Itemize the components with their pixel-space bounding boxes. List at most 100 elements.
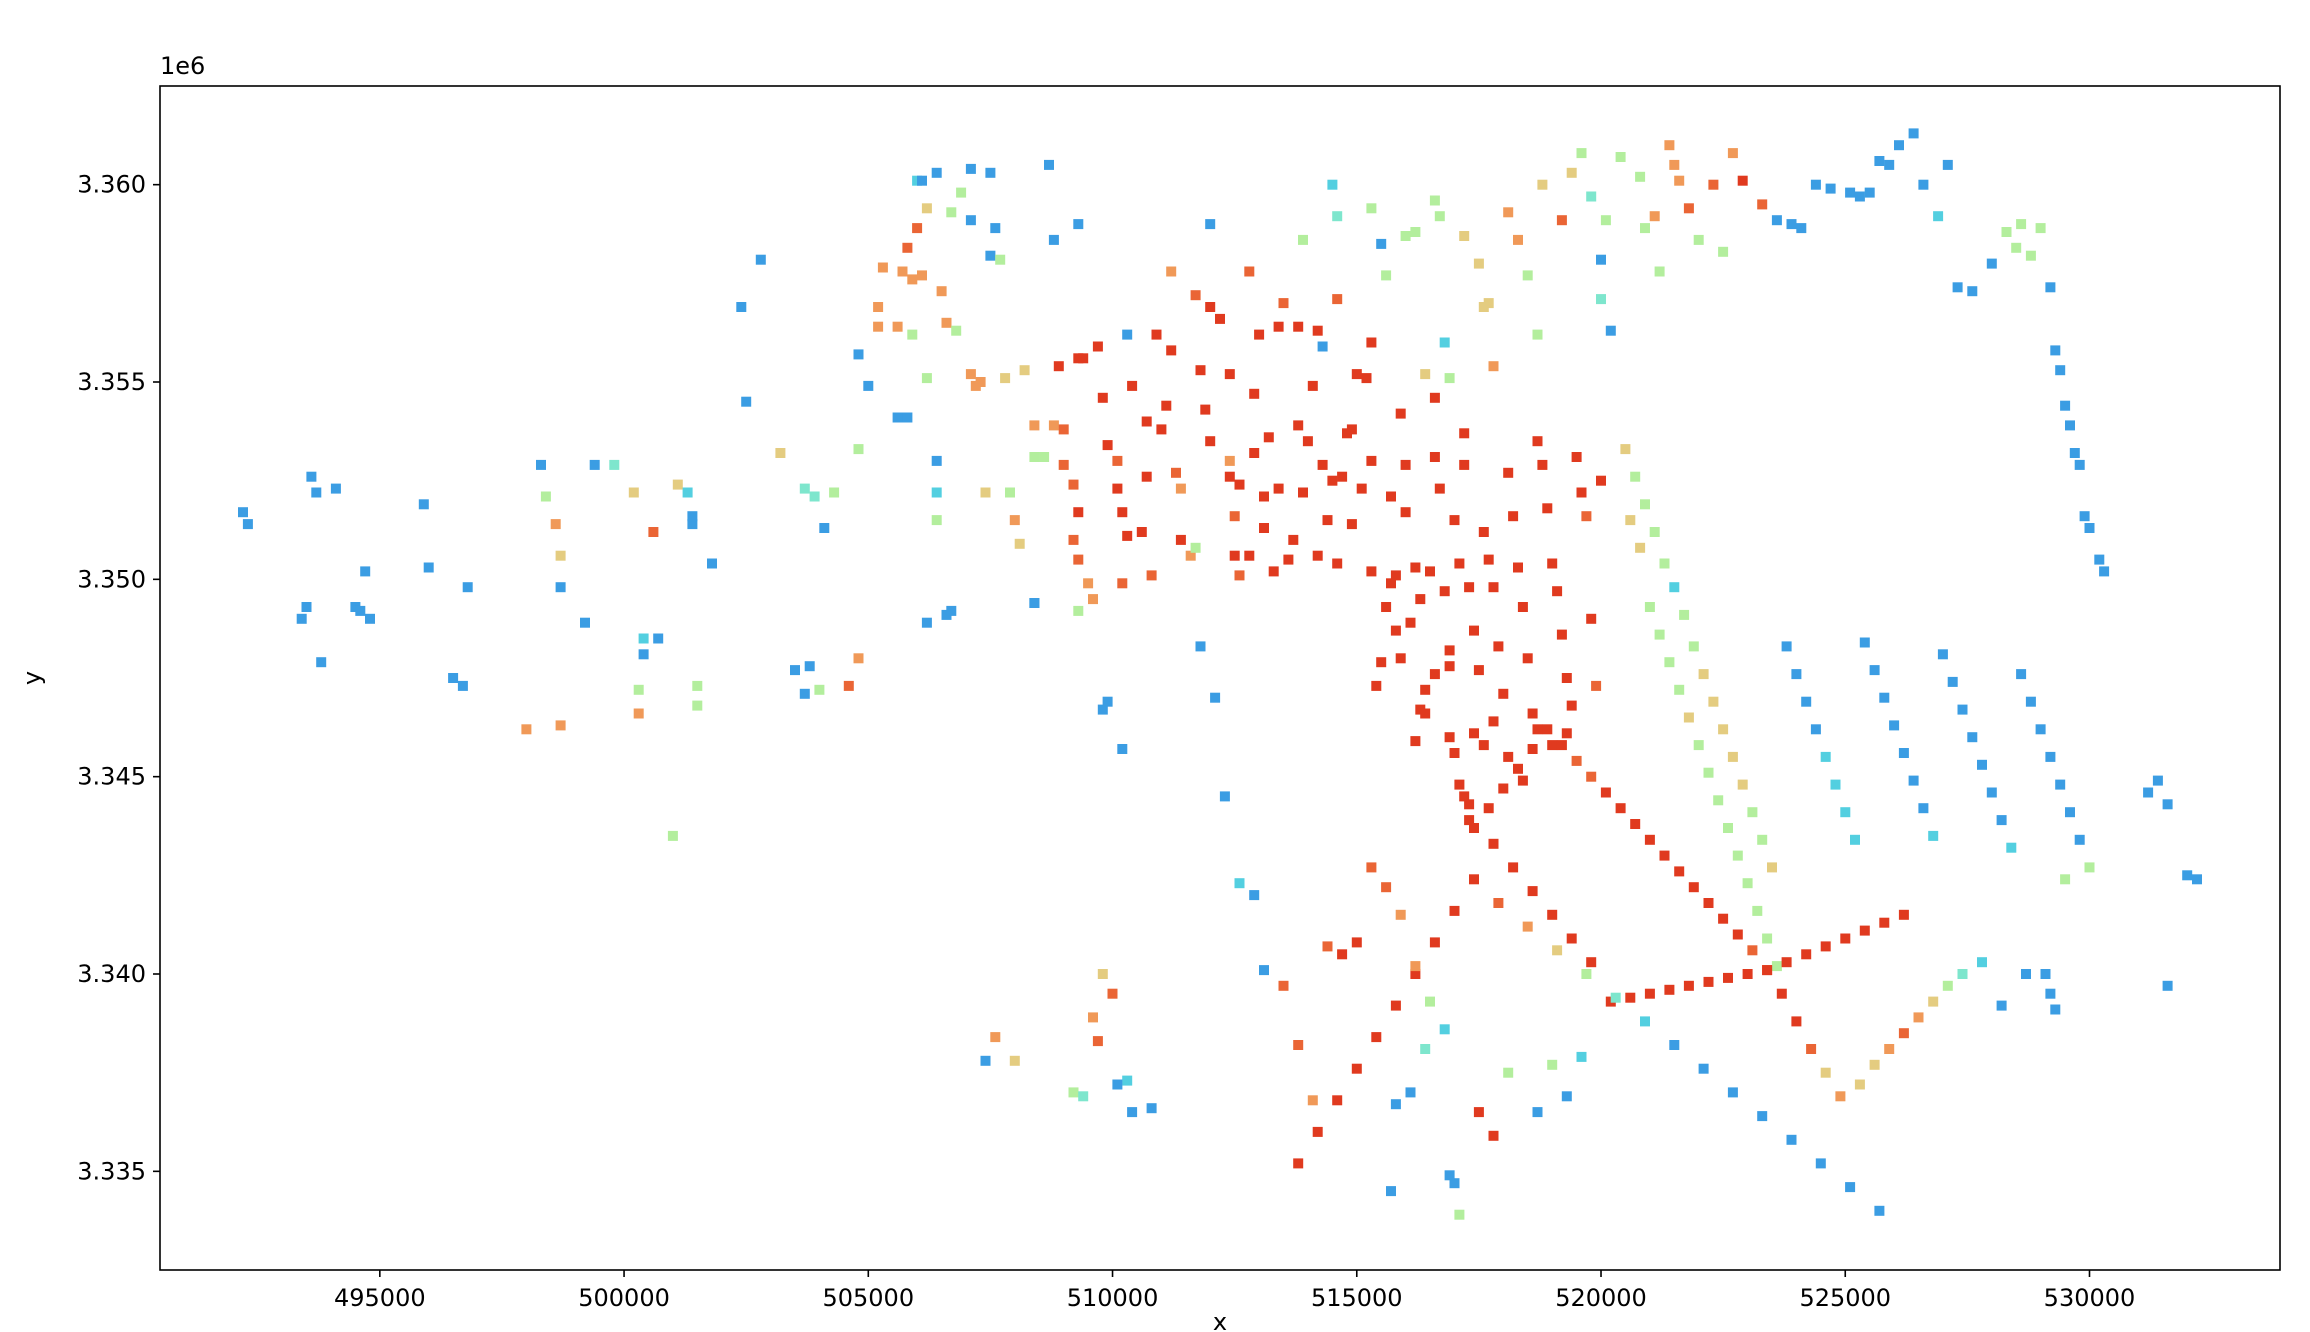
scatter-point	[1503, 467, 1514, 478]
scatter-point	[1048, 420, 1059, 431]
scatter-point	[521, 724, 532, 735]
scatter-point	[2045, 751, 2056, 762]
scatter-point	[1415, 704, 1426, 715]
scatter-point	[1014, 538, 1025, 549]
scatter-point	[1312, 1126, 1323, 1137]
scatter-point	[1669, 1040, 1680, 1050]
scatter-point	[1937, 649, 1948, 660]
scatter-point	[1566, 933, 1577, 944]
scatter-point	[1005, 487, 1015, 498]
scatter-point	[1249, 448, 1260, 458]
scatter-point	[1068, 479, 1079, 490]
scatter-point	[1581, 969, 1592, 979]
x-tick-label: 520000	[1555, 1284, 1647, 1312]
scatter-point	[1986, 258, 1997, 269]
scatter-point	[1346, 424, 1357, 435]
scatter-point	[1459, 459, 1470, 470]
scatter-point	[1478, 740, 1489, 751]
scatter-point	[1957, 704, 1968, 715]
scatter-point	[1600, 787, 1611, 798]
scatter-point	[1488, 361, 1499, 372]
scatter-point	[843, 680, 854, 691]
scatter-point	[550, 519, 561, 530]
scatter-point	[1889, 720, 1900, 731]
scatter-point	[1469, 625, 1479, 636]
x-tick-label: 515000	[1311, 1284, 1403, 1312]
scatter-point	[1112, 483, 1123, 494]
scatter-point	[873, 302, 884, 312]
scatter-point	[1708, 696, 1719, 707]
scatter-point	[1483, 554, 1494, 565]
scatter-point	[1786, 219, 1797, 230]
scatter-point	[457, 680, 468, 691]
scatter-point	[1386, 578, 1396, 589]
scatter-point	[995, 254, 1006, 265]
scatter-point	[2011, 242, 2022, 253]
x-tick-label: 525000	[1799, 1284, 1891, 1312]
scatter-point	[1190, 290, 1201, 301]
scatter-point	[921, 203, 932, 214]
scatter-point	[863, 380, 874, 391]
scatter-point	[1571, 755, 1582, 766]
scatter-point	[1664, 657, 1675, 668]
scatter-point	[1674, 175, 1685, 186]
scatter-point	[1820, 1067, 1831, 1078]
scatter-point	[1048, 234, 1059, 245]
scatter-point	[1508, 511, 1519, 522]
scatter-point	[1820, 941, 1831, 952]
scatter-point	[1205, 302, 1216, 312]
scatter-point	[1224, 471, 1235, 482]
scatter-point	[1161, 400, 1172, 411]
scatter-point	[1854, 1079, 1865, 1090]
scatter-point	[1977, 957, 1987, 968]
scatter-point	[1454, 1209, 1465, 1220]
x-tick-label: 505000	[822, 1284, 914, 1312]
scatter-point	[1693, 234, 1704, 245]
scatter-point	[1205, 219, 1216, 230]
x-axis-label: x	[1213, 1308, 1227, 1332]
scatter-point	[936, 286, 947, 297]
scatter-point	[1386, 1186, 1396, 1197]
scatter-point	[1801, 696, 1812, 707]
scatter-point	[1532, 436, 1543, 447]
scatter-point	[1498, 783, 1509, 794]
scatter-point	[1425, 996, 1435, 1007]
scatter-point	[1429, 195, 1440, 206]
scatter-point	[1000, 373, 1011, 384]
scatter-point	[1669, 159, 1680, 170]
scatter-point	[1390, 1000, 1401, 1011]
scatter-point	[1073, 554, 1084, 565]
scatter-point	[1596, 294, 1606, 305]
scatter-point	[1044, 159, 1054, 170]
scatter-point	[1791, 1016, 1802, 1027]
scatter-point	[2143, 787, 2154, 798]
scatter-point	[1488, 716, 1499, 727]
scatter-point	[1610, 992, 1621, 1003]
scatter-point	[1195, 641, 1206, 652]
scatter-point	[1449, 905, 1460, 916]
scatter-point	[990, 223, 1001, 234]
scatter-point	[1522, 653, 1533, 664]
scatter-point	[580, 617, 590, 628]
scatter-point	[1908, 775, 1919, 786]
scatter-point	[1410, 969, 1421, 979]
scatter-point	[687, 519, 698, 530]
scatter-point	[1561, 728, 1572, 739]
scatter-point	[1879, 692, 1890, 703]
scatter-point	[1473, 665, 1484, 676]
scatter-point	[1078, 353, 1089, 364]
scatter-point	[1493, 898, 1504, 908]
scatter-point	[1596, 475, 1606, 486]
scatter-point	[1522, 270, 1533, 281]
scatter-point	[1703, 976, 1714, 987]
scatter-point	[638, 649, 649, 660]
scatter-point	[2065, 807, 2075, 818]
scatter-point	[1547, 740, 1558, 751]
scatter-point	[1605, 325, 1616, 336]
scatter-point	[1298, 234, 1308, 245]
scatter-point	[1835, 1091, 1846, 1102]
scatter-point	[1361, 373, 1372, 384]
scatter-point	[1166, 345, 1177, 356]
scatter-point	[1713, 795, 1724, 806]
scatter-point	[2060, 400, 2071, 411]
